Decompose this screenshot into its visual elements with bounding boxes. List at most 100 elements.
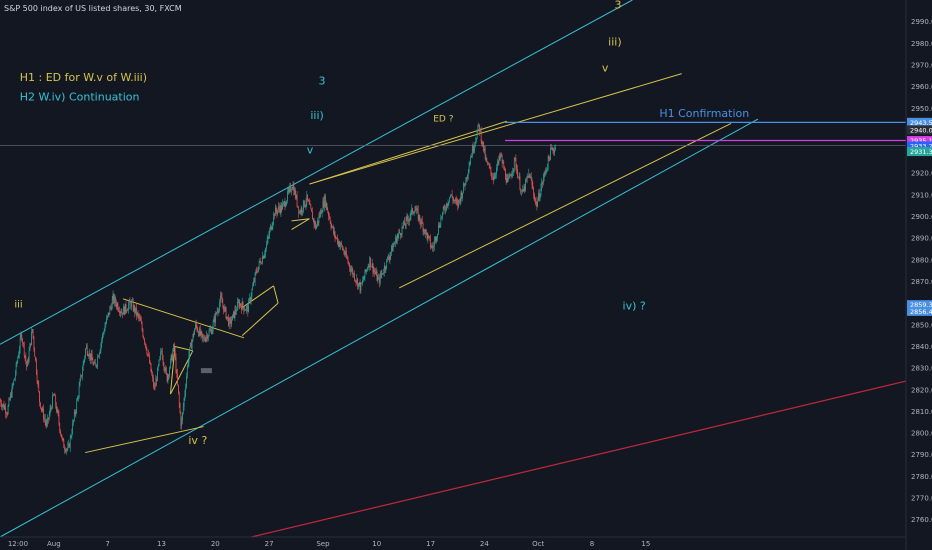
candle-body-573 (462, 192, 463, 198)
price-tick-8: 2840.0 (911, 343, 932, 351)
candle-body-261 (210, 329, 212, 330)
candle-body-32 (25, 356, 27, 362)
candle-body-656 (529, 173, 530, 178)
price-label-box-3 (907, 141, 932, 151)
price-tick-22: 2980.0 (911, 40, 932, 48)
time-axis[interactable]: 12:00 Aug 7 13 20 27 Sep 10 17 24 Oct 8 15 (0, 536, 906, 548)
candle-body-562 (453, 200, 455, 201)
candle-body-514 (414, 210, 416, 213)
candle-body-661 (533, 188, 534, 195)
candle-body-99 (79, 380, 81, 387)
candle-body-625 (504, 169, 505, 170)
time-tick-11: 8 (590, 540, 594, 548)
candle-body-350 (282, 203, 283, 210)
candle-body-98 (78, 386, 80, 398)
price-tick-15: 2910.0 (911, 191, 932, 199)
candle-body-420 (338, 241, 340, 247)
candle-body-633 (510, 175, 512, 177)
candle-body-688 (555, 147, 556, 150)
wave-annotation-2: 3 (318, 74, 325, 87)
candle-body-177 (142, 329, 144, 337)
candle-body-645 (520, 189, 522, 193)
candle-body-650 (524, 186, 526, 191)
candle-body-603 (486, 158, 488, 162)
candle-body-237 (190, 342, 192, 349)
price-label-box-2 (907, 136, 932, 146)
candle-body-155 (124, 303, 126, 315)
candle-body-665 (536, 202, 538, 207)
candle-body-434 (350, 267, 351, 272)
candle-body-113 (90, 353, 92, 361)
candle-body-216 (174, 344, 175, 351)
candle-body-486 (392, 245, 393, 252)
candle-body-116 (93, 363, 94, 365)
candle-body-475 (383, 272, 384, 274)
candle-body-259 (208, 330, 210, 336)
candle-body-54 (43, 408, 44, 420)
wave-annotation-3: iii) (310, 109, 323, 122)
candle-body-401 (323, 201, 325, 207)
candle-body-436 (351, 269, 353, 271)
candle-body-182 (146, 349, 148, 354)
candle-body-519 (418, 215, 420, 220)
candle-body-16 (12, 384, 14, 386)
candle-body-640 (516, 168, 518, 170)
candle-body-183 (147, 353, 149, 355)
candle-body-20 (15, 363, 17, 374)
candle-body-355 (286, 200, 287, 205)
price-tick-12: 2880.0 (911, 256, 932, 264)
candle-body-592 (477, 124, 479, 132)
price-tick-4: 2800.0 (911, 430, 932, 438)
candle-body-568 (458, 199, 459, 207)
candle-body-365 (294, 190, 296, 195)
candle-body-210 (169, 368, 170, 376)
candle-body-654 (527, 175, 529, 177)
candle-body-357 (287, 191, 289, 193)
candle-body-512 (413, 212, 414, 214)
candle-body-460 (371, 266, 372, 268)
price-label-1: 2940.0 (910, 126, 932, 134)
candle-body-630 (508, 177, 509, 180)
candle-body-375 (302, 210, 304, 212)
candle-body-358 (288, 188, 290, 192)
candle-body-576 (464, 185, 466, 187)
candle-body-133 (107, 315, 108, 318)
candle-body-419 (337, 241, 339, 244)
candle-body-449 (362, 280, 363, 284)
candle-body-471 (379, 273, 381, 284)
candle-body-485 (391, 245, 392, 253)
candle-body-561 (452, 197, 454, 201)
candle-body-35 (27, 360, 29, 362)
candle-body-284 (228, 319, 230, 326)
candle-body-227 (182, 406, 184, 413)
candle-body-244 (196, 325, 198, 331)
candle-body-146 (117, 303, 119, 310)
candle-body-626 (505, 169, 506, 179)
candle-body-71 (56, 409, 58, 412)
candle-body-58 (46, 422, 48, 426)
candle-body-487 (392, 245, 394, 252)
candle-body-674 (543, 172, 545, 179)
candle-body-506 (408, 219, 409, 222)
candle-body-587 (473, 148, 475, 152)
candle-body-439 (354, 273, 355, 281)
candle-body-611 (492, 177, 494, 181)
candle-body-214 (172, 351, 174, 360)
candle-body-371 (299, 211, 300, 214)
candle-body-610 (492, 177, 493, 178)
candle-body-681 (549, 157, 551, 160)
candle-body-188 (151, 371, 153, 375)
candle-body-321 (258, 261, 260, 267)
candle-body-464 (374, 270, 375, 273)
candle-body-446 (359, 282, 361, 291)
candle-body-110 (88, 355, 90, 357)
candle-body-440 (354, 280, 356, 281)
candle-body-686 (553, 150, 555, 153)
price-tick-5: 2810.0 (911, 408, 932, 416)
candle-body-386 (311, 208, 312, 212)
wave-annotation-12: iv ? (188, 434, 207, 447)
candle-body-127 (102, 334, 103, 340)
candle-body-25 (19, 337, 21, 350)
candle-body-593 (478, 124, 480, 126)
